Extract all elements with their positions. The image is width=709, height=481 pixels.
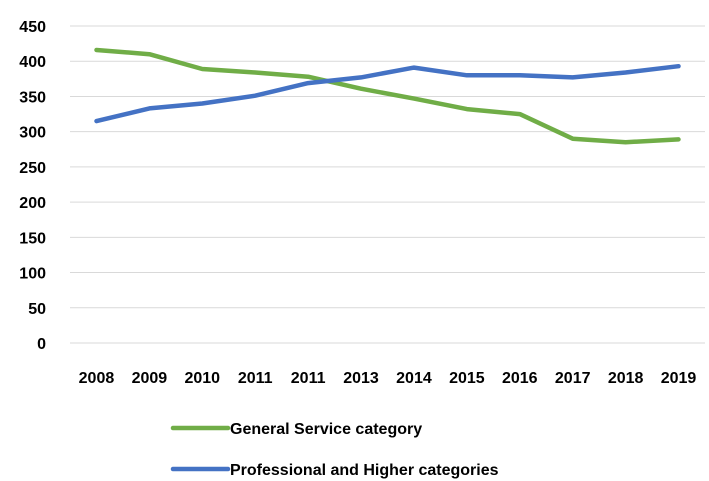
series-line-general-service [94, 47, 681, 145]
x-tick-label: 2011 [238, 370, 273, 387]
x-tick-label: 2015 [449, 370, 485, 387]
y-tick-label: 300 [19, 125, 46, 142]
x-axis-tick-labels: 2008 2009 2010 2011 2011 2013 2014 2015 2016 2017… [79, 370, 697, 387]
gridlines [70, 25, 705, 344]
x-tick-label: 2019 [661, 370, 697, 387]
y-tick-label: 350 [19, 89, 46, 106]
y-tick-label: 400 [19, 54, 46, 71]
legend-label-general-service: General Service category [230, 421, 422, 438]
y-tick-label: 200 [19, 195, 46, 212]
legend-label-professional-higher: Professional and Higher categories [230, 462, 499, 479]
x-tick-label: 2011 [291, 370, 326, 387]
y-tick-label: 150 [19, 230, 46, 247]
series-line-professional-higher [94, 63, 681, 124]
y-axis-tick-labels: 0 50 100 150 200 250 300 350 400 450 [19, 19, 46, 353]
x-tick-label: 2017 [555, 370, 591, 387]
series-lines [94, 47, 681, 145]
y-tick-label: 450 [19, 19, 46, 36]
legend: General Service category Professional an… [170, 421, 499, 479]
x-tick-label: 2014 [396, 370, 432, 387]
x-tick-label: 2009 [132, 370, 168, 387]
x-tick-label: 2013 [343, 370, 379, 387]
y-tick-label: 250 [19, 160, 46, 177]
x-tick-label: 2008 [79, 370, 115, 387]
y-tick-label: 100 [19, 266, 46, 283]
x-tick-label: 2018 [608, 370, 644, 387]
y-tick-label: 50 [28, 301, 46, 318]
x-tick-label: 2010 [184, 370, 220, 387]
y-tick-label: 0 [37, 336, 46, 353]
x-tick-label: 2016 [502, 370, 538, 387]
